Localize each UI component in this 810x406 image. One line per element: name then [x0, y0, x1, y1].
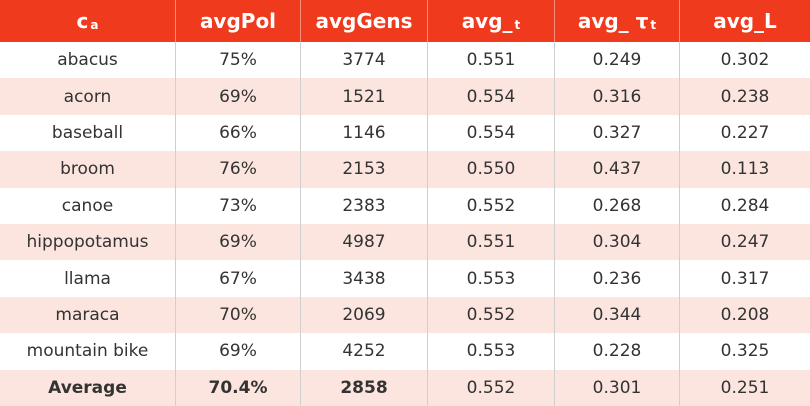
row-label: maraca	[0, 296, 175, 334]
table-cell: 0.554	[427, 78, 554, 115]
table-cell: 70%	[175, 296, 300, 334]
table-cell: 0.437	[554, 151, 679, 188]
table-cell: 1146	[300, 114, 427, 152]
table-cell: 0.344	[554, 296, 679, 334]
table-cell: 4987	[300, 223, 427, 261]
table-cell: 0.327	[554, 114, 679, 152]
header-subscript: t	[650, 18, 657, 32]
table-cell: 0.317	[679, 260, 810, 297]
table-cell: 0.325	[679, 333, 810, 370]
table-cell: 0.227	[679, 114, 810, 152]
table-cell: 2153	[300, 151, 427, 188]
table-cell: 67%	[175, 260, 300, 297]
row-label: acorn	[0, 78, 175, 115]
header-subscript: a	[90, 18, 99, 32]
row-label: broom	[0, 151, 175, 188]
table-cell: 66%	[175, 114, 300, 152]
table-cell: 0.551	[427, 223, 554, 261]
header-cell: avg_L	[679, 0, 810, 42]
table-cell: 2383	[300, 187, 427, 224]
row-label: llama	[0, 260, 175, 297]
table-cell: 0.208	[679, 296, 810, 334]
table-cell: 0.552	[427, 187, 554, 224]
header-text: avgGens	[315, 9, 413, 33]
table-cell: 0.113	[679, 151, 810, 188]
table-cell: 0.247	[679, 223, 810, 261]
table-cell: 0.302	[679, 42, 810, 79]
row-label: mountain bike	[0, 333, 175, 370]
table-cell: 4252	[300, 333, 427, 370]
table-cell: 0.550	[427, 151, 554, 188]
table-cell: 76%	[175, 151, 300, 188]
table-cell: 0.251	[679, 369, 810, 406]
table-cell: 0.553	[427, 333, 554, 370]
table-cell: 0.304	[554, 223, 679, 261]
row-label: baseball	[0, 114, 175, 152]
table-cell: 3774	[300, 42, 427, 79]
table-cell: 0.236	[554, 260, 679, 297]
table-cell: 69%	[175, 78, 300, 115]
table-cell: 0.551	[427, 42, 554, 79]
table-cell: 2069	[300, 296, 427, 334]
table-cell: 1521	[300, 78, 427, 115]
table-cell: 69%	[175, 333, 300, 370]
table-cell: 69%	[175, 223, 300, 261]
table-cell: 0.554	[427, 114, 554, 152]
table-cell: 3438	[300, 260, 427, 297]
table-cell: 2858	[300, 369, 427, 406]
header-cell: avgGens	[300, 0, 427, 42]
table-cell: 0.316	[554, 78, 679, 115]
table-cell: 73%	[175, 187, 300, 224]
row-label: Average	[0, 369, 175, 406]
table-cell: 0.249	[554, 42, 679, 79]
table-cell: 0.268	[554, 187, 679, 224]
header-subscript: t	[514, 18, 521, 32]
table-cell: 0.238	[679, 78, 810, 115]
table-cell: 0.552	[427, 369, 554, 406]
table-cell: 0.228	[554, 333, 679, 370]
header-text: avg_L	[713, 9, 777, 33]
row-label: abacus	[0, 42, 175, 79]
table-cell: 75%	[175, 42, 300, 79]
table-cell: 0.284	[679, 187, 810, 224]
table-cell: 0.553	[427, 260, 554, 297]
header-text: avgPol	[199, 9, 277, 33]
table-cell: 0.552	[427, 296, 554, 334]
row-label: canoe	[0, 187, 175, 224]
header-text: avg_ τ	[577, 9, 649, 33]
header-text: avg_	[461, 9, 513, 33]
header-cell: avg_ t	[427, 0, 554, 42]
row-label: hippopotamus	[0, 223, 175, 261]
header-text: c	[76, 9, 89, 33]
table-cell: 70.4%	[175, 369, 300, 406]
table-cell: 0.301	[554, 369, 679, 406]
header-cell: avgPol	[175, 0, 300, 42]
